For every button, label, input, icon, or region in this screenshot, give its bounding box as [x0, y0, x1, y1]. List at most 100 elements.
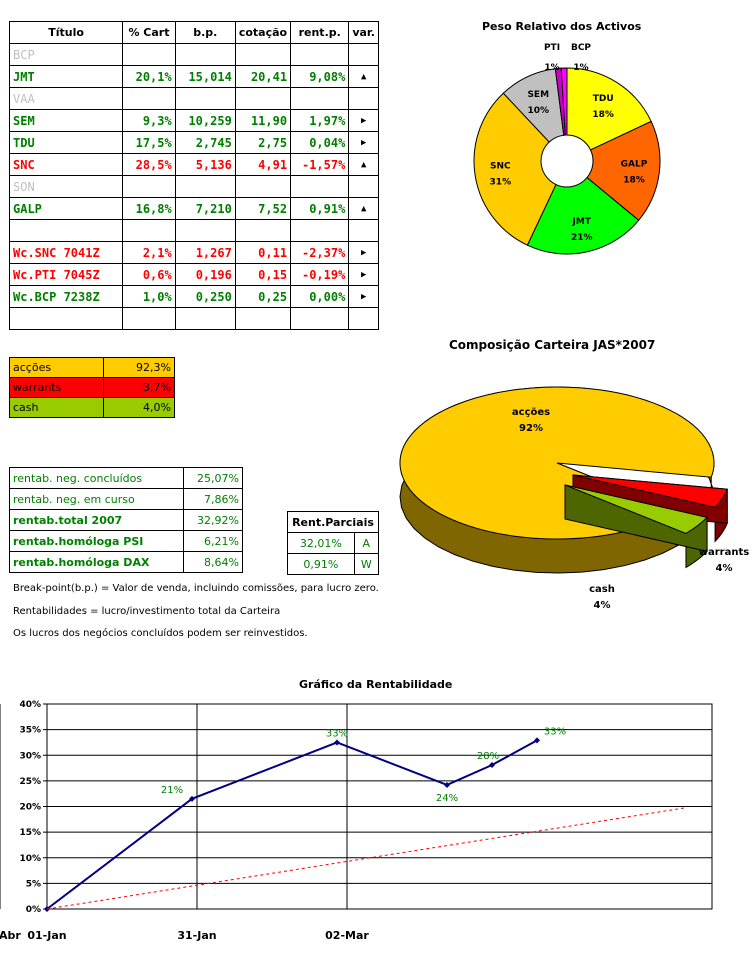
portfolio-table: Título % Cart b.p. cotação rent.p. var. … — [8, 21, 379, 330]
cell-cotacao — [234, 87, 292, 110]
cell-rent: 1,97% — [290, 109, 350, 132]
cell-cotacao: 0,25 — [234, 285, 292, 308]
cell-cart: 20,1% — [122, 65, 176, 88]
pie1-slice-bcp — [560, 67, 568, 136]
cell-var: ▲ — [348, 65, 379, 88]
portfolio-row: SNC 28,5% 5,136 4,91 -1,57% ▲ — [8, 153, 379, 176]
pie1-value: 18% — [592, 110, 614, 120]
cell-titulo: SON — [8, 175, 124, 198]
pie1-title: Peso Relativo dos Activos — [482, 20, 642, 33]
portfolio-row: SEM 9,3% 10,259 11,90 1,97% ▶ — [8, 109, 379, 132]
cell-bp — [174, 219, 236, 242]
cell-var — [348, 307, 379, 330]
allocation-value: 92,3% — [102, 357, 176, 378]
cell-var — [348, 219, 379, 242]
cell-cart — [122, 87, 176, 110]
cell-cart: 17,5% — [122, 131, 176, 154]
cell-titulo: SNC — [8, 153, 124, 176]
cell-bp: 2,745 — [174, 131, 236, 154]
cell-cotacao: 0,15 — [234, 263, 292, 286]
cell-cotacao — [234, 307, 292, 330]
cell-bp — [174, 175, 236, 198]
pie1-label: SNC — [490, 162, 511, 172]
pie1-label: GALP — [621, 159, 648, 169]
pie1-slice-tdu — [566, 67, 652, 151]
cell-var — [348, 175, 379, 198]
allocation-row: cash 4,0% — [9, 397, 176, 418]
rentab-label: rentab.total 2007 — [9, 509, 184, 531]
allocation-label: cash — [9, 397, 104, 418]
rentab-point-label: 24% — [436, 793, 458, 804]
rentab-point-label: 33% — [326, 728, 348, 739]
cell-rent — [290, 43, 350, 66]
pie2-value: 4% — [716, 563, 733, 574]
line-title: Gráfico da Rentabilidade — [299, 678, 453, 691]
y-tick-label: 15% — [19, 828, 41, 838]
allocation-table: acções 92,3% warrants 3,7% cash 4,0% — [9, 357, 176, 418]
y-tick-label: 10% — [19, 854, 41, 864]
cell-titulo: SEM — [8, 109, 124, 132]
rentab-value: 32,92% — [182, 509, 244, 531]
cell-rent: 0,00% — [290, 285, 350, 308]
cell-cart — [122, 175, 176, 198]
cell-rent: 9,08% — [290, 65, 350, 88]
rentab-label: rentab. neg. concluídos — [9, 467, 184, 489]
cell-var — [348, 43, 379, 66]
portfolio-row: TDU 17,5% 2,745 2,75 0,04% ▶ — [8, 131, 379, 154]
y-tick-label: 25% — [19, 777, 41, 787]
y-tick-label: 0% — [26, 905, 41, 915]
pie2-slice-2 — [564, 484, 709, 534]
cell-cart — [122, 43, 176, 66]
cell-bp — [174, 307, 236, 330]
cell-cart: 2,1% — [122, 241, 176, 264]
cell-bp: 0,196 — [174, 263, 236, 286]
pie2-value: 92% — [519, 423, 543, 434]
parciais-row: 32,01% A — [287, 532, 380, 554]
cell-var — [348, 87, 379, 110]
parciais-title: Rent.Parciais — [287, 511, 379, 533]
rentab-point-label: 28% — [477, 751, 499, 762]
allocation-label: acções — [9, 357, 104, 378]
cell-rent: 0,91% — [290, 197, 350, 220]
pie2-label: acções — [512, 407, 550, 418]
cell-bp: 0,250 — [174, 285, 236, 308]
cell-titulo: TDU — [8, 131, 124, 154]
cell-bp — [174, 43, 236, 66]
pie1-label: PTI — [544, 43, 560, 53]
cell-cotacao: 2,75 — [234, 131, 292, 154]
cell-titulo: BCP — [8, 43, 124, 66]
cell-cotacao — [234, 175, 292, 198]
portfolio-body: BCP JMT 20,1% 15,014 20,41 9,08% ▲ VAA SEM 9,3% 10… — [8, 43, 379, 330]
pie1-slice-snc — [473, 92, 557, 246]
cell-var: ▲ — [348, 153, 379, 176]
allocation-value: 4,0% — [102, 397, 176, 418]
pie1-label: BCP — [571, 43, 591, 53]
note-breakpoint: Break-point(b.p.) = Valor de venda, incl… — [13, 583, 379, 594]
x-tick-label: 01-Jan — [27, 929, 66, 942]
y-tick-label: 5% — [26, 879, 41, 889]
col-cotacao: cotação — [234, 21, 292, 44]
cell-cotacao: 20,41 — [234, 65, 292, 88]
pie1-value: 1% — [573, 63, 588, 73]
portfolio-row — [8, 307, 379, 330]
rentab-row: rentab.total 2007 32,92% — [9, 509, 244, 531]
pie2-value: 4% — [594, 600, 611, 611]
pie1-value: 21% — [571, 233, 593, 243]
rentab-point — [334, 739, 340, 746]
col-bp: b.p. — [174, 21, 236, 44]
col-rent: rent.p. — [290, 21, 350, 44]
rentab-point — [444, 781, 450, 788]
x-tick-label: 31-Jan — [177, 929, 216, 942]
rentab-row: rentab.homóloga DAX 8,64% — [9, 551, 244, 573]
parciais-row: 0,91% W — [287, 553, 380, 575]
cell-bp: 10,259 — [174, 109, 236, 132]
x-tick-label: 02-Mar — [325, 929, 369, 942]
portfolio-row: VAA — [8, 87, 379, 110]
cell-titulo — [8, 307, 124, 330]
cell-cotacao: 0,11 — [234, 241, 292, 264]
cell-bp — [174, 87, 236, 110]
rentab-point — [489, 761, 495, 768]
cell-var: ▶ — [348, 241, 379, 264]
cell-cotacao: 7,52 — [234, 197, 292, 220]
cell-rent: 0,04% — [290, 131, 350, 154]
